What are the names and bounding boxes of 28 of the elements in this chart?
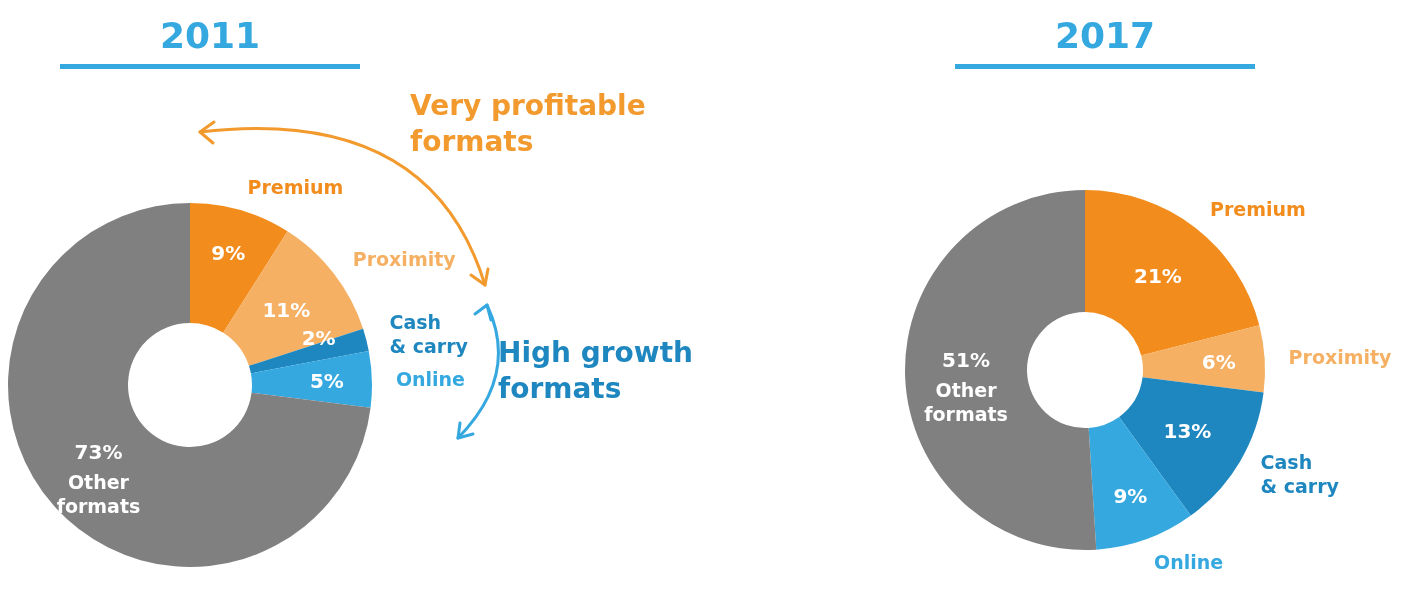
slice-label: Online (395, 367, 466, 390)
slice-label: Premium (247, 176, 344, 199)
chart-title: 2011 (159, 15, 261, 56)
data-label: 9% (1113, 484, 1148, 509)
slice-label: Cash & carry (1260, 450, 1340, 497)
data-label: 21% (1134, 263, 1182, 288)
donut-slice (1141, 325, 1265, 393)
slice-label: Premium (1210, 197, 1306, 220)
data-label: 9% (211, 241, 246, 266)
slice-label: Proximity (1288, 346, 1393, 369)
chart-title: 2017 (1054, 15, 1156, 56)
donut-slice (248, 328, 369, 374)
donut-slice (905, 190, 1097, 550)
data-label: 5% (309, 368, 344, 393)
text: High growth formats (498, 336, 694, 405)
donut-slice (250, 350, 372, 408)
slice-label: Cash & carry (389, 310, 469, 357)
data-label: 13% (1163, 418, 1212, 443)
data-label: 11% (262, 298, 311, 323)
slice-label: Online (1154, 550, 1224, 573)
slice-label: Proximity (352, 247, 457, 270)
data-label: 6% (1201, 349, 1236, 374)
slice-label: Other formats (924, 378, 1008, 425)
slice-label: Other formats (56, 470, 141, 517)
data-label: 2% (301, 325, 336, 350)
text: Very profitable formats (410, 89, 646, 158)
data-label: 73% (74, 439, 123, 464)
data-label: 51% (942, 347, 990, 372)
